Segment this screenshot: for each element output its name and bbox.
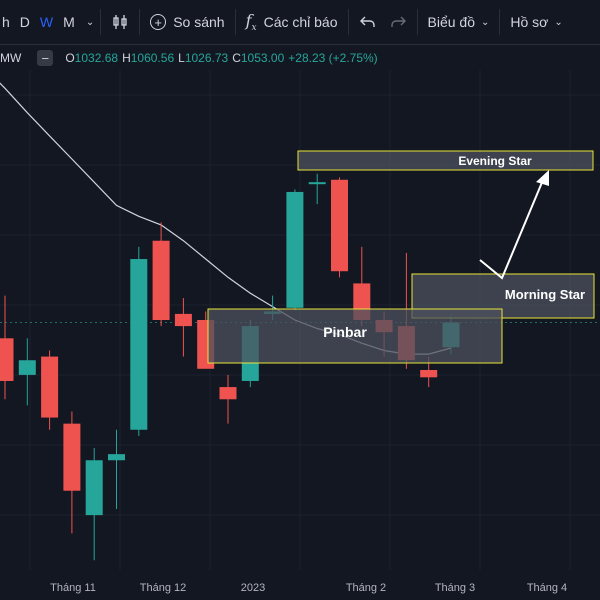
candle-body — [152, 240, 170, 320]
evening-star-box — [297, 150, 594, 171]
candlestick-series — [0, 173, 460, 561]
chart-type-label: Biểu đồ — [427, 14, 475, 30]
compare-label: So sánh — [173, 14, 225, 30]
low-value: 1026.73 — [184, 51, 229, 65]
trend-arrow-head — [536, 170, 549, 186]
x-tick-label: Tháng 2 — [346, 582, 386, 594]
toolbar-divider — [416, 9, 418, 35]
x-tick-label: Tháng 11 — [50, 582, 96, 594]
chart-style-button[interactable] — [105, 0, 135, 44]
close-label: C — [232, 51, 241, 65]
candle[interactable] — [286, 189, 304, 311]
trend-arrow[interactable] — [479, 179, 544, 280]
candle-body — [174, 313, 192, 327]
candle-body — [63, 423, 81, 491]
plus-circle-icon: + — [150, 14, 167, 30]
toolbar-divider — [234, 9, 236, 35]
candle-body — [41, 356, 59, 418]
x-tick-label: Tháng 3 — [435, 582, 475, 594]
pinbar-box — [207, 308, 503, 364]
candle-body — [130, 259, 148, 430]
redo-button[interactable] — [383, 0, 413, 44]
candle-body — [85, 460, 103, 516]
toolbar-divider — [100, 9, 102, 35]
chevron-down-icon: ⌄ — [481, 16, 490, 28]
compare-button[interactable]: + So sánh — [144, 0, 230, 44]
indicators-label: Các chỉ báo — [263, 14, 338, 30]
x-tick-label: Tháng 4 — [527, 582, 567, 594]
open-value: 1032.68 — [74, 51, 119, 65]
candle-body — [331, 179, 348, 272]
candle[interactable] — [41, 350, 59, 430]
candle[interactable] — [108, 429, 125, 510]
timeframe-month[interactable]: M — [63, 14, 75, 30]
evening-star-label: Evening Star — [458, 154, 532, 168]
chevron-down-icon[interactable]: ⌄ — [85, 16, 95, 28]
candle[interactable] — [331, 177, 348, 278]
indicators-button[interactable]: fx Các chỉ báo — [240, 0, 344, 44]
redo-icon — [390, 16, 406, 27]
candle-body — [308, 182, 326, 185]
candle[interactable] — [308, 173, 326, 205]
candle[interactable] — [18, 338, 36, 406]
candle-body — [108, 454, 125, 461]
candles-icon — [113, 15, 127, 29]
change-value: +28.23 (+2.75%) — [288, 51, 378, 65]
toolbar-divider — [499, 9, 501, 35]
collapse-legend-icon[interactable]: − — [37, 50, 54, 66]
close-value: 1053.00 — [240, 51, 285, 65]
high-label: H — [122, 51, 131, 65]
x-tick-label: Tháng 12 — [140, 582, 186, 594]
timeframe-week[interactable]: W — [39, 14, 54, 30]
ohlc-legend: MW − O 1032.68 H 1060.56 L 1026.73 C 105… — [0, 49, 382, 67]
open-label: O — [65, 51, 75, 65]
candle[interactable] — [63, 411, 81, 534]
candle[interactable] — [130, 246, 148, 436]
toolbar-divider — [347, 9, 349, 35]
candle-body — [286, 191, 304, 308]
high-value: 1060.56 — [130, 51, 175, 65]
toolbar-divider — [139, 9, 141, 35]
candle-body — [420, 370, 438, 378]
evening-star-annotation[interactable]: Evening Star — [297, 150, 594, 171]
profile-label: Hồ sơ — [510, 14, 549, 30]
x-tick-label: 2023 — [241, 582, 265, 594]
candle-body — [0, 338, 14, 381]
pinbar-label: Pinbar — [323, 324, 367, 340]
candle-body — [219, 387, 237, 400]
pinbar-annotation[interactable]: Pinbar — [207, 308, 503, 364]
candle-body — [18, 360, 36, 375]
undo-icon — [359, 16, 375, 27]
candle[interactable] — [152, 222, 170, 327]
top-toolbar: h D W M ⌄ + So sánh fx Các chỉ báo — [0, 0, 600, 45]
timeframe-day[interactable]: D — [19, 14, 30, 30]
candle[interactable] — [174, 298, 192, 357]
timeframe-group: h D W M ⌄ — [0, 0, 96, 44]
morning-star-annotation[interactable]: Morning Star — [411, 273, 595, 319]
timeframe-hour[interactable]: h — [2, 14, 10, 30]
annotations-layer: Evening Star Morning Star Pinbar — [207, 150, 595, 364]
function-icon: fx — [245, 10, 257, 34]
candle[interactable] — [85, 448, 103, 561]
morning-star-label: Morning Star — [505, 287, 585, 302]
undo-button[interactable] — [353, 0, 383, 44]
low-label: L — [178, 51, 185, 65]
profile-dropdown[interactable]: Hồ sơ ⌄ — [504, 0, 568, 44]
candle[interactable] — [219, 374, 237, 424]
chevron-down-icon: ⌄ — [554, 16, 563, 28]
symbol-name[interactable]: MW — [0, 51, 22, 65]
time-axis[interactable]: Tháng 11 Tháng 12 2023 Tháng 2 Tháng 3 Tháng … — [50, 582, 567, 594]
candle[interactable] — [0, 295, 14, 400]
chart-type-dropdown[interactable]: Biểu đồ ⌄ — [422, 0, 496, 44]
